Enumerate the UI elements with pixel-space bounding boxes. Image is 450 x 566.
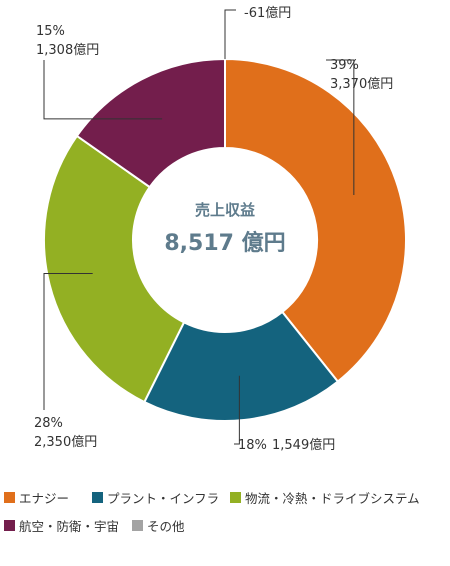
legend-item-aerospace: 航空・防衛・宇宙 [4,516,119,535]
donut-hole [133,148,317,332]
legend-label-aerospace: 航空・防衛・宇宙 [19,519,120,534]
legend-swatch-other [132,520,143,531]
leader-line-other [224,9,236,59]
legend-swatch-plant [92,492,103,503]
legend-label-plant: プラント・インフラ [107,491,220,506]
slice-label-logistics-value: 2,350億円 [34,434,97,450]
leader-line-energy [326,59,355,195]
center-title: 売上収益 [195,201,255,219]
legend-label-energy: エナジー [19,491,70,506]
legend-label-logistics: 物流・冷熱・ドライブシステム [245,491,420,506]
legend-swatch-energy [4,492,15,503]
center-value: 8,517 億円 [164,230,285,256]
legend-swatch-logistics [230,492,241,503]
leader-line-plant [234,375,240,445]
slice-label-other-value: -61億円 [244,5,291,21]
legend-item-other: その他 [132,516,185,535]
legend-item-energy: エナジー [4,488,69,507]
slice-label-energy-value: 3,370億円 [330,76,393,92]
slice-label-aerospace-percent: 15% [36,24,65,39]
leader-line-aerospace [43,60,163,120]
legend-swatch-aerospace [4,520,15,531]
donut-slices [43,57,407,422]
slice-label-plant-value: 1,549億円 [272,437,335,453]
slice-label-energy-percent: 39% [330,58,359,73]
legend-item-plant: プラント・インフラ [92,488,219,507]
slice-label-aerospace-value: 1,308億円 [36,42,99,58]
slice-label-plant-percent: 18% [238,438,267,453]
leader-line-logistics [43,273,93,410]
slice-label-logistics-percent: 28% [34,416,63,431]
donut-chart: 売上収益 8,517 億円 39% 3,370億円 18% 1,549億円 28… [34,5,407,453]
legend-label-other: その他 [147,519,185,534]
legend-item-logistics: 物流・冷熱・ドライブシステム [230,488,420,507]
leader-lines [43,9,355,445]
